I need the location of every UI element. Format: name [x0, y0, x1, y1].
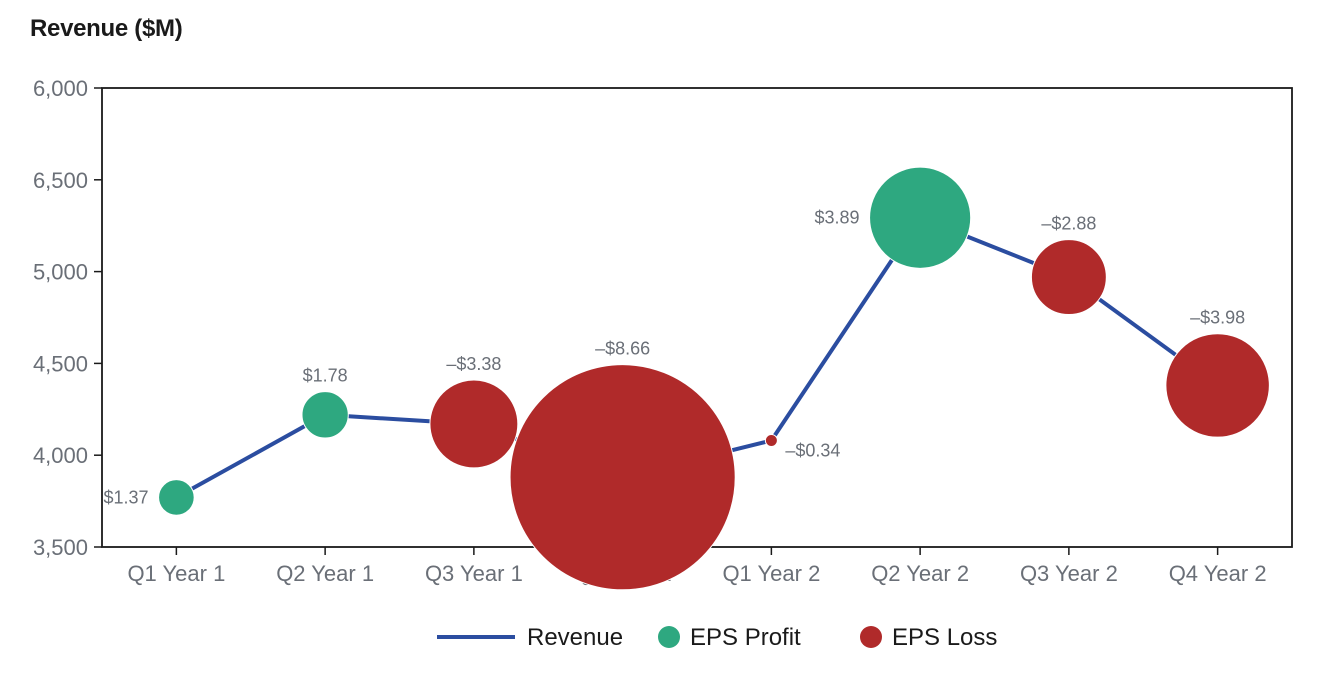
legend-label: EPS Loss [892, 624, 997, 651]
eps-loss-bubble [765, 435, 777, 447]
x-tick-label: Q2 Year 1 [276, 561, 374, 586]
y-tick-label: 6,000 [33, 76, 88, 101]
eps-label: –$2.88 [1041, 214, 1096, 234]
legend-dot-swatch [860, 626, 882, 648]
eps-profit-bubble [159, 480, 195, 516]
eps-profit-bubble [302, 392, 348, 438]
eps-loss-bubble [430, 380, 518, 468]
eps-loss-bubble [1166, 334, 1269, 437]
legend: Revenue EPS Profit EPS Loss [437, 624, 997, 651]
y-tick-label: 5,000 [33, 260, 88, 285]
x-tick-label: Q1 Year 1 [127, 561, 225, 586]
y-tick-label: 6,500 [33, 168, 88, 193]
chart-svg: Revenue ($M) 3,500 4,000 4,500 5,000 6,500 6,0… [0, 0, 1318, 692]
eps-label: –$8.66 [595, 339, 650, 359]
eps-loss-bubble [510, 365, 735, 590]
eps-label: –$3.98 [1190, 308, 1245, 328]
eps-label: –$3.38 [446, 354, 501, 374]
x-tick-label: Q3 Year 1 [425, 561, 523, 586]
x-tick-label: Q1 Year 2 [722, 561, 820, 586]
eps-profit-bubble [870, 167, 971, 268]
y-axis-title: Revenue ($M) [30, 15, 182, 42]
y-tick-label: 4,000 [33, 443, 88, 468]
y-tick-label: 4,500 [33, 351, 88, 376]
legend-label: EPS Profit [690, 624, 801, 651]
chart-container: Revenue ($M) 3,500 4,000 4,500 5,000 6,500 6,0… [0, 0, 1318, 692]
y-tick-label: 3,500 [33, 535, 88, 560]
eps-loss-bubble [1031, 240, 1106, 315]
eps-label: $1.78 [303, 366, 348, 386]
legend-label: Revenue [527, 624, 623, 651]
eps-label: $1.37 [104, 487, 149, 507]
eps-label: –$0.34 [785, 440, 840, 460]
x-tick-label: Q4 Year 2 [1169, 561, 1267, 586]
eps-label: $3.89 [815, 208, 860, 228]
legend-dot-swatch [658, 626, 680, 648]
x-tick-label: Q2 Year 2 [871, 561, 969, 586]
x-tick-label: Q3 Year 2 [1020, 561, 1118, 586]
